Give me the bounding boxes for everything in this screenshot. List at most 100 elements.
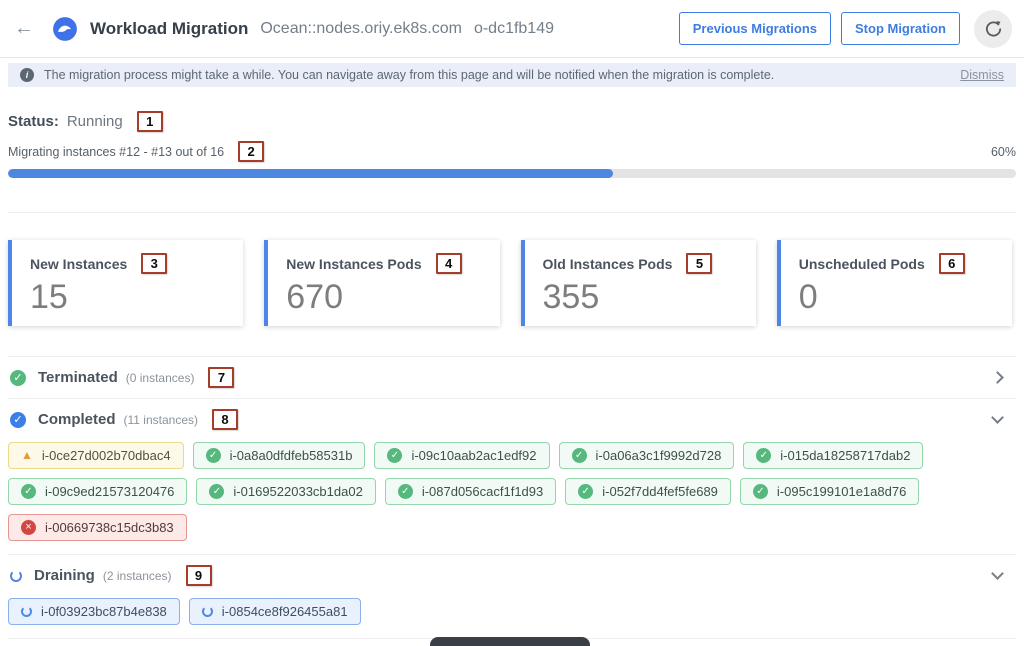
check-circle-icon: ✓ <box>10 411 26 428</box>
section-header-draining[interactable]: Draining (2 instances) 9 <box>8 555 1016 596</box>
chevron-down-icon[interactable] <box>991 567 1004 580</box>
instance-id: i-0a8a0dfdfeb58531b <box>229 448 353 463</box>
instance-chip[interactable]: × i-00669738c15dc3b83 <box>8 514 187 541</box>
section-title: Draining <box>34 567 95 584</box>
check-icon: ✓ <box>205 448 221 463</box>
summary-cards: New Instances 3 15 New Instances Pods 4 67… <box>8 240 1012 326</box>
chevron-down-icon[interactable] <box>991 411 1004 424</box>
card-label: Old Instances Pods <box>542 255 673 272</box>
section-header-completed[interactable]: ✓ Completed (11 instances) 8 <box>8 399 1016 440</box>
check-icon: ✓ <box>571 448 587 463</box>
chevron-icon[interactable] <box>991 371 1004 384</box>
instance-id: i-09c9ed21573120476 <box>45 484 175 499</box>
section-completed: ✓ Completed (11 instances) 8 ▲ i-0ce27d00… <box>8 399 1016 555</box>
spinner-icon <box>21 606 32 617</box>
instance-chip[interactable]: i-0f03923bc87b4e838 <box>8 598 180 625</box>
instance-id: i-0169522033cb1da02 <box>233 484 363 499</box>
instance-chip[interactable]: ✓ i-0169522033cb1da02 <box>196 478 376 505</box>
annotation-marker-1: 1 <box>136 111 163 132</box>
ocean-logo-icon <box>52 16 78 42</box>
section-title: Terminated <box>38 369 118 386</box>
section-terminated: ✓ Terminated (0 instances) 7 <box>8 357 1016 399</box>
annotation-marker-3: 3 <box>141 253 168 274</box>
refresh-button[interactable] <box>974 9 1012 48</box>
warning-triangle-icon: ▲ <box>21 448 33 462</box>
instance-sections: ✓ Terminated (0 instances) 7 ✓ Completed… <box>8 356 1016 646</box>
instance-id: i-095c199101e1a8d76 <box>776 484 907 499</box>
divider <box>8 212 1016 213</box>
check-icon: ✓ <box>397 484 413 499</box>
section-draining: Draining (2 instances) 9 i-0f03923bc87b4… <box>8 555 1016 639</box>
card-label: Unscheduled Pods <box>798 255 925 272</box>
card-new-instances: New Instances 3 15 <box>8 240 244 326</box>
check-icon: ✓ <box>387 448 403 463</box>
instance-id: i-0a06a3c1f9992d728 <box>595 448 722 463</box>
card-value: 15 <box>30 278 68 316</box>
annotation-marker-9: 9 <box>185 565 212 586</box>
card-value: 670 <box>286 278 343 316</box>
status-label: Status: <box>8 113 59 130</box>
check-icon: ✓ <box>209 484 225 499</box>
card-label: New Instances Pods <box>286 255 422 272</box>
section-count: (0 instances) <box>125 370 195 385</box>
annotation-marker-2: 2 <box>238 141 265 162</box>
back-arrow-icon[interactable]: ← <box>14 17 34 39</box>
cluster-name: Ocean::nodes.oriy.ek8s.com <box>260 19 462 37</box>
section-count: (11 instances) <box>123 412 198 427</box>
instance-chip[interactable]: ✓ i-095c199101e1a8d76 <box>739 478 920 505</box>
page-title: Workload Migration <box>90 18 249 38</box>
card-unscheduled-pods: Unscheduled Pods 6 0 <box>776 240 1012 326</box>
instance-chip[interactable]: ✓ i-09c9ed21573120476 <box>8 478 188 505</box>
draining-chips: i-0f03923bc87b4e838 i-0854ce8f926455a81 <box>8 596 1016 638</box>
annotation-marker-8: 8 <box>212 409 238 430</box>
info-icon: i <box>20 68 34 82</box>
card-old-instances-pods: Old Instances Pods 5 355 <box>520 240 756 326</box>
instance-chip[interactable]: ✓ i-052f7dd4fef5fe689 <box>565 478 731 505</box>
bottom-popup-edge <box>430 637 590 646</box>
instance-id: i-052f7dd4fef5fe689 <box>602 484 718 499</box>
stop-migration-button[interactable]: Stop Migration <box>841 12 960 45</box>
instance-chip[interactable]: i-0854ce8f926455a81 <box>188 598 361 625</box>
instance-chip[interactable]: ▲ i-0ce27d002b70dbac4 <box>8 442 184 469</box>
error-x-icon: × <box>21 520 36 535</box>
card-label: New Instances <box>30 255 128 272</box>
instance-chip[interactable]: ✓ i-015da18258717dab2 <box>743 442 924 469</box>
dismiss-link[interactable]: Dismiss <box>960 68 1004 82</box>
status-block: Status: Running 1 Migrating instances #1… <box>0 111 1024 178</box>
refresh-icon <box>984 19 1003 38</box>
migration-info-banner: i The migration process might take a whi… <box>8 63 1016 87</box>
annotation-marker-6: 6 <box>938 253 965 274</box>
progress-caption: Migrating instances #12 - #13 out of 16 <box>8 144 225 159</box>
progress-bar <box>8 169 1016 178</box>
instance-id: i-015da18258717dab2 <box>780 448 911 463</box>
completed-chips: ▲ i-0ce27d002b70dbac4 ✓ i-0a8a0dfdfeb58531b… <box>8 440 1016 554</box>
previous-migrations-button[interactable]: Previous Migrations <box>678 12 831 45</box>
instance-id: i-0ce27d002b70dbac4 <box>41 448 171 463</box>
instance-chip[interactable]: ✓ i-09c10aab2ac1edf92 <box>374 442 550 469</box>
check-circle-icon: ✓ <box>10 369 26 386</box>
check-icon: ✓ <box>21 484 36 499</box>
card-new-instances-pods: New Instances Pods 4 670 <box>264 240 500 326</box>
check-icon: ✓ <box>756 448 772 463</box>
section-header-terminated[interactable]: ✓ Terminated (0 instances) 7 <box>8 357 1016 398</box>
banner-text: The migration process might take a while… <box>44 68 775 82</box>
instance-chip[interactable]: ✓ i-087d056cacf1f1d93 <box>384 478 557 505</box>
instance-id: i-0f03923bc87b4e838 <box>41 604 167 619</box>
spinner-icon <box>10 569 22 582</box>
status-value: Running <box>66 113 123 130</box>
instance-id: i-0854ce8f926455a81 <box>221 604 348 619</box>
instance-id: i-087d056cacf1f1d93 <box>421 484 544 499</box>
section-title: Completed <box>38 411 116 428</box>
spinner-icon <box>201 606 213 617</box>
annotation-marker-7: 7 <box>208 367 235 388</box>
card-value: 355 <box>542 278 600 316</box>
check-icon: ✓ <box>752 484 768 499</box>
instance-chip[interactable]: ✓ i-0a06a3c1f9992d728 <box>558 442 735 469</box>
progress-fill <box>8 169 613 178</box>
instance-id: i-00669738c15dc3b83 <box>45 520 174 535</box>
progress-percent: 60% <box>990 144 1016 159</box>
section-count: (2 instances) <box>102 568 172 583</box>
instance-chip[interactable]: ✓ i-0a8a0dfdfeb58531b <box>192 442 366 469</box>
card-value: 0 <box>798 278 818 316</box>
